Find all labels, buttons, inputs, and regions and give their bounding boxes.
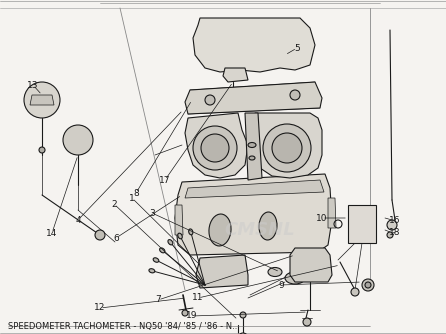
Circle shape bbox=[201, 134, 229, 162]
Ellipse shape bbox=[285, 272, 305, 284]
Ellipse shape bbox=[149, 269, 155, 273]
Polygon shape bbox=[328, 198, 336, 228]
Circle shape bbox=[193, 126, 237, 170]
Text: 18: 18 bbox=[389, 227, 401, 236]
Circle shape bbox=[263, 124, 311, 172]
Circle shape bbox=[387, 232, 393, 238]
Ellipse shape bbox=[248, 143, 256, 148]
Ellipse shape bbox=[209, 214, 231, 246]
Text: 8: 8 bbox=[133, 188, 139, 197]
Circle shape bbox=[362, 279, 374, 291]
Bar bbox=[348, 205, 376, 243]
Polygon shape bbox=[290, 248, 332, 282]
Circle shape bbox=[387, 220, 397, 230]
Text: 3: 3 bbox=[149, 208, 155, 217]
Text: 5: 5 bbox=[294, 43, 300, 52]
Text: 1: 1 bbox=[129, 193, 135, 202]
Circle shape bbox=[95, 230, 105, 240]
Circle shape bbox=[182, 310, 188, 316]
Text: 9: 9 bbox=[278, 281, 284, 290]
Polygon shape bbox=[175, 174, 332, 255]
Text: 16: 16 bbox=[389, 215, 401, 224]
Polygon shape bbox=[193, 18, 315, 72]
Polygon shape bbox=[196, 255, 248, 288]
Polygon shape bbox=[245, 113, 262, 180]
Text: 12: 12 bbox=[94, 304, 106, 313]
Circle shape bbox=[205, 95, 215, 105]
Circle shape bbox=[240, 312, 246, 318]
Text: 11: 11 bbox=[192, 294, 204, 303]
Circle shape bbox=[290, 90, 300, 100]
Circle shape bbox=[365, 282, 371, 288]
Text: SPEEDOMETER TACHOMETER - NQ50 '84/ '85 / '86 - N..: SPEEDOMETER TACHOMETER - NQ50 '84/ '85 /… bbox=[8, 322, 237, 331]
Ellipse shape bbox=[268, 268, 282, 277]
Ellipse shape bbox=[189, 229, 193, 235]
Text: 2: 2 bbox=[111, 199, 117, 208]
Polygon shape bbox=[185, 113, 248, 178]
Polygon shape bbox=[30, 95, 54, 105]
Polygon shape bbox=[223, 68, 248, 82]
Circle shape bbox=[39, 147, 45, 153]
Circle shape bbox=[303, 318, 311, 326]
Text: 7: 7 bbox=[155, 296, 161, 305]
Polygon shape bbox=[252, 113, 322, 178]
Polygon shape bbox=[185, 180, 324, 198]
Ellipse shape bbox=[153, 258, 159, 262]
Text: CMSNL: CMSNL bbox=[225, 221, 295, 239]
Ellipse shape bbox=[178, 233, 182, 239]
Ellipse shape bbox=[168, 239, 173, 245]
Text: 4: 4 bbox=[75, 215, 81, 224]
Circle shape bbox=[63, 125, 93, 155]
Circle shape bbox=[238, 333, 248, 334]
Ellipse shape bbox=[249, 156, 255, 160]
Text: 13: 13 bbox=[27, 80, 39, 90]
Circle shape bbox=[351, 288, 359, 296]
Circle shape bbox=[24, 82, 60, 118]
Ellipse shape bbox=[160, 248, 165, 253]
Polygon shape bbox=[185, 82, 322, 114]
Text: 10: 10 bbox=[316, 213, 328, 222]
Text: 17: 17 bbox=[159, 175, 171, 184]
Text: 19: 19 bbox=[186, 312, 198, 321]
Ellipse shape bbox=[259, 212, 277, 240]
Text: 14: 14 bbox=[46, 228, 58, 237]
Circle shape bbox=[272, 133, 302, 163]
Text: 6: 6 bbox=[113, 233, 119, 242]
Polygon shape bbox=[175, 205, 183, 235]
